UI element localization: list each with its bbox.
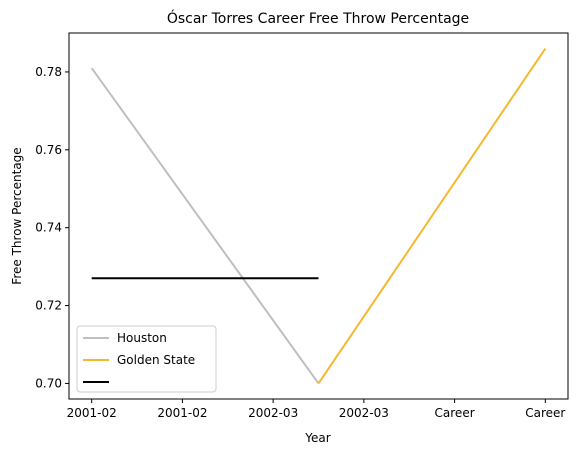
x-tick-label: 2001-02 [157, 406, 207, 420]
legend: Houston Golden State [76, 325, 217, 393]
plot-lines [90, 48, 547, 385]
chart-title: Óscar Torres Career Free Throw Percentag… [167, 9, 469, 27]
y-axis-ticks: 0.70 0.72 0.74 0.76 0.78 [35, 65, 69, 390]
x-tick-label: Career [435, 406, 475, 420]
y-tick-label: 0.76 [35, 143, 62, 157]
y-tick-label: 0.74 [35, 221, 62, 235]
series-line-golden-state [317, 48, 547, 384]
plot-frame [68, 32, 569, 400]
legend-label: Houston [117, 331, 167, 345]
x-axis-ticks: 2001-02 2001-02 2002-03 2002-03 Career Career [67, 399, 565, 420]
x-tick-label: Career [525, 406, 565, 420]
x-tick-label: 2001-02 [67, 406, 117, 420]
x-tick-label: 2002-03 [248, 406, 298, 420]
y-tick-label: 0.72 [35, 299, 62, 313]
x-axis-label: Year [304, 431, 330, 445]
series-line-houston [90, 67, 320, 385]
y-tick-label: 0.70 [35, 376, 62, 390]
y-tick-label: 0.78 [35, 65, 62, 79]
x-tick-label: 2002-03 [339, 406, 389, 420]
legend-label: Golden State [117, 353, 195, 367]
y-axis-label: Free Throw Percentage [10, 147, 24, 284]
legend-box [76, 325, 217, 393]
